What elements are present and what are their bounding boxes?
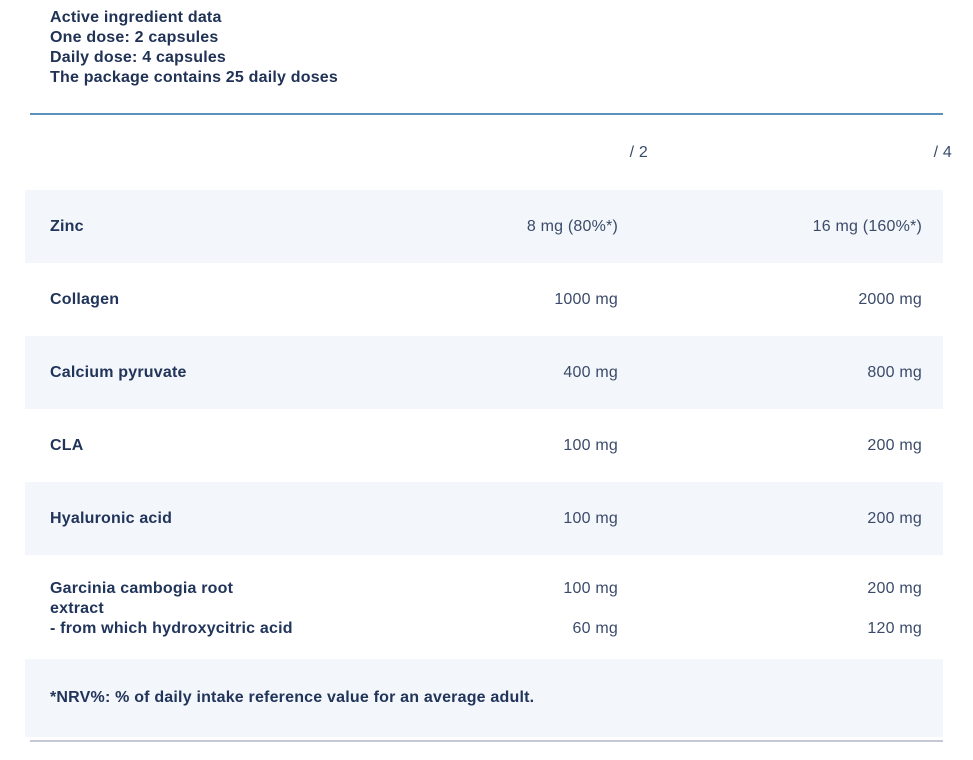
ingredient-table: / 2 / 4 Zinc 8 mg (80%*) 16 mg (160%*) C…: [0, 115, 973, 742]
table-row-zinc: Zinc 8 mg (80%*) 16 mg (160%*): [25, 190, 943, 263]
column-header-per-day: / 4: [933, 143, 952, 161]
intro-line-package: The package contains 25 daily doses: [50, 69, 338, 86]
intro-line-daily-dose: Daily dose: 4 capsules: [50, 49, 227, 66]
ingredient-per-dose-value: 1000 mg: [554, 290, 618, 308]
nrv-footnote-text: *NRV%: % of daily intake reference value…: [50, 689, 535, 706]
table-column-headers: / 2 / 4: [0, 115, 973, 190]
column-header-per-dose: / 2: [629, 143, 648, 161]
ingredient-label: Garcinia cambogia root extract: [50, 580, 234, 617]
ingredient-sub-per-day-value: 120 mg: [867, 620, 922, 637]
ingredient-label: Hyaluronic acid: [50, 509, 173, 527]
table-row-garcinia: Garcinia cambogia root extract 100 mg 20…: [25, 555, 943, 659]
ingredient-sub-per-dose-value: 60 mg: [572, 620, 618, 637]
ingredient-sub-label: - from which hydroxycitric acid: [50, 620, 293, 637]
ingredient-per-dose-value: 100 mg: [563, 580, 618, 597]
ingredient-per-day-value: 800 mg: [867, 363, 922, 381]
table-row-hyaluronic-acid: Hyaluronic acid 100 mg 200 mg: [25, 482, 943, 555]
ingredient-per-day-value: 16 mg (160%*): [812, 217, 922, 235]
ingredient-per-day-value: 200 mg: [867, 509, 922, 527]
ingredient-label: Zinc: [50, 217, 84, 235]
table-row-collagen: Collagen 1000 mg 2000 mg: [25, 263, 943, 336]
ingredient-per-dose-value: 8 mg (80%*): [526, 217, 618, 235]
ingredient-label: Calcium pyruvate: [50, 363, 187, 381]
ingredient-per-day-value: 200 mg: [867, 580, 922, 597]
table-row-calcium-pyruvate: Calcium pyruvate 400 mg 800 mg: [25, 336, 943, 409]
bottom-divider: [30, 740, 943, 742]
ingredient-per-dose-value: 100 mg: [563, 509, 618, 527]
ingredient-per-dose-value: 100 mg: [563, 436, 618, 454]
active-ingredient-panel: Active ingredient data One dose: 2 capsu…: [0, 8, 973, 760]
table-row-cla: CLA 100 mg 200 mg: [25, 409, 943, 482]
ingredient-per-day-value: 2000 mg: [858, 290, 922, 308]
ingredient-per-day-value: 200 mg: [867, 436, 922, 454]
ingredient-label: Collagen: [50, 290, 120, 308]
top-divider: [30, 113, 943, 115]
intro-line-title: Active ingredient data: [50, 9, 222, 26]
intro-block: Active ingredient data One dose: 2 capsu…: [50, 8, 973, 88]
ingredient-label: CLA: [50, 436, 84, 454]
intro-line-one-dose: One dose: 2 capsules: [50, 29, 219, 46]
ingredient-per-dose-value: 400 mg: [563, 363, 618, 381]
nrv-footnote-row: *NRV%: % of daily intake reference value…: [25, 659, 943, 737]
